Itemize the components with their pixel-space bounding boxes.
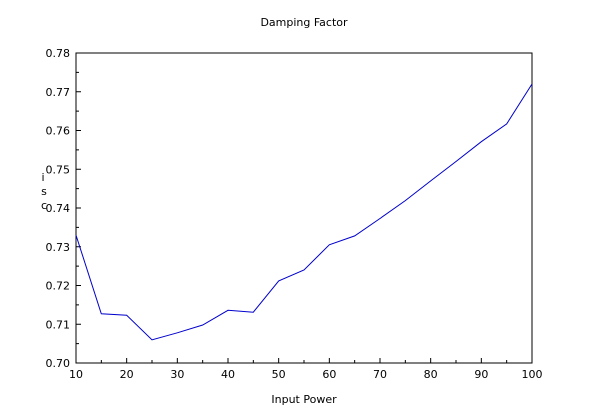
x-tick-label: 60 [322, 368, 336, 381]
x-tick-label: 20 [120, 368, 134, 381]
y-axis-label: i s c [41, 171, 47, 212]
series-layer [75, 83, 533, 341]
x-tick-label: 90 [474, 368, 488, 381]
y-tick-label: 0.78 [46, 47, 71, 60]
y-tick-label: 0.76 [46, 125, 71, 138]
y-tick-label: 0.74 [46, 202, 71, 215]
y-tick-label: 0.73 [46, 241, 71, 254]
plot-area-frame [75, 52, 533, 364]
x-tick-label: 10 [69, 368, 83, 381]
y-axis-label-char: s [41, 185, 47, 198]
x-tick-label: 50 [272, 368, 286, 381]
x-axis-label: Input Power [271, 393, 337, 406]
y-axis-label-char: c [41, 199, 47, 212]
x-tick-label: 40 [221, 368, 235, 381]
y-tick-label: 0.71 [46, 318, 71, 331]
y-tick-label: 0.70 [46, 357, 71, 370]
x-tick-label: 30 [170, 368, 184, 381]
chart-title: Damping Factor [260, 16, 348, 29]
y-tick-label: 0.77 [46, 86, 71, 99]
series-line [75, 83, 533, 341]
y-axis: 0.70 0.71 0.72 0.73 0.74 0.75 0.76 0.77 0.78 [46, 47, 81, 370]
x-tick-label: 100 [522, 368, 543, 381]
x-axis: 10 20 30 40 50 60 70 80 90 100 [69, 358, 543, 381]
x-tick-label: 80 [424, 368, 438, 381]
x-tick-label: 70 [373, 368, 387, 381]
y-tick-label: 0.75 [46, 163, 71, 176]
y-axis-label-char: i [41, 171, 44, 184]
y-tick-label: 0.72 [46, 280, 71, 293]
